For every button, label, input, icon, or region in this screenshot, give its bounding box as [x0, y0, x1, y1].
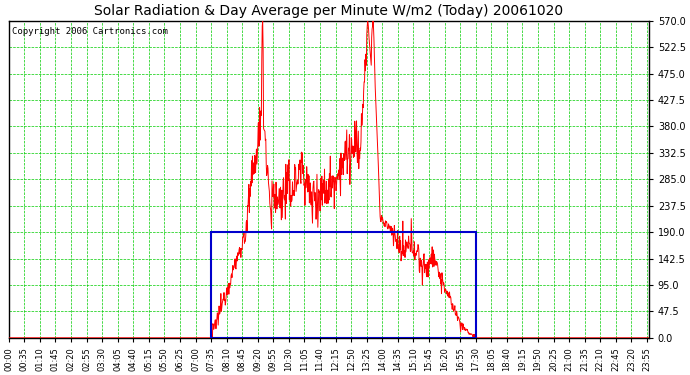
Bar [211, 232, 476, 338]
Title: Solar Radiation & Day Average per Minute W/m2 (Today) 20061020: Solar Radiation & Day Average per Minute… [94, 4, 563, 18]
Text: Copyright 2006 Cartronics.com: Copyright 2006 Cartronics.com [12, 27, 168, 36]
